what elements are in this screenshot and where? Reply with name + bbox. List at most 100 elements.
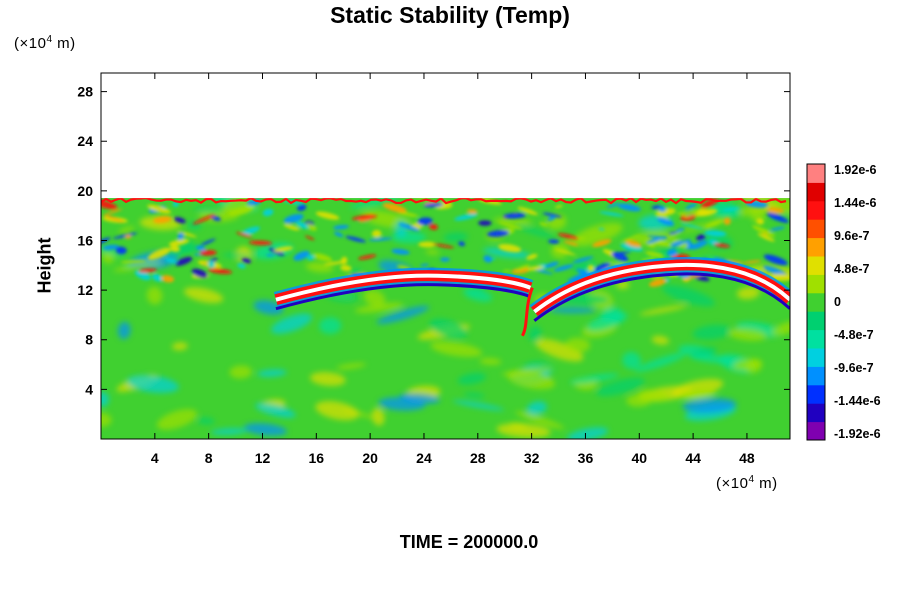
field-eddy <box>417 217 433 226</box>
field-patch <box>771 320 790 336</box>
field-eddy <box>646 237 663 244</box>
field-eddy <box>398 223 420 232</box>
colorbar-frame <box>806 163 826 441</box>
x-tick-label: 36 <box>578 450 594 466</box>
field-eddy <box>382 202 407 213</box>
field-eddy <box>105 208 123 215</box>
field-patch <box>117 321 131 340</box>
chart-title: Static Stability (Temp) <box>330 2 570 28</box>
colorbar-label: 4.8e-7 <box>834 262 869 276</box>
field-patch <box>243 423 288 436</box>
field-eddy <box>112 232 138 239</box>
field-eddy <box>647 243 656 248</box>
field-base <box>101 197 790 439</box>
field-eddy <box>174 216 186 224</box>
field-patch <box>255 402 296 418</box>
field-eddy <box>763 254 788 266</box>
field-patch <box>371 407 385 426</box>
y-tick-label: 8 <box>85 332 93 348</box>
field-eddy <box>466 209 478 214</box>
field-eddy <box>306 254 315 261</box>
field-patch <box>515 411 565 430</box>
field-patch <box>271 313 313 334</box>
field-eddy <box>620 234 642 242</box>
field-eddy <box>645 251 665 259</box>
colorbar-segment <box>807 292 825 312</box>
field-patch <box>315 401 360 421</box>
field-patch <box>457 372 487 385</box>
field-patch <box>376 305 430 324</box>
field-eddy <box>592 239 612 248</box>
colorbar-segment <box>807 366 825 386</box>
field-patch <box>736 286 760 300</box>
field-eddy <box>120 260 147 264</box>
field-eddy <box>304 235 315 241</box>
field-patch <box>163 245 204 256</box>
field-eddy <box>423 203 444 208</box>
field-eddy <box>770 273 790 281</box>
field-eddy <box>323 260 348 266</box>
field-patch <box>569 373 620 384</box>
field-eddy <box>315 211 340 220</box>
x-tick-label: 16 <box>309 450 325 466</box>
field-patch <box>425 249 440 255</box>
field-eddy <box>680 223 704 230</box>
field-patch <box>528 326 542 343</box>
field-patch <box>118 226 135 234</box>
x-tick-label: 12 <box>255 450 271 466</box>
field-patch <box>482 247 531 259</box>
field-patch <box>733 358 762 370</box>
field-eddy <box>161 275 175 283</box>
field-patch <box>526 401 547 415</box>
field-patch <box>496 423 551 438</box>
field-eddy <box>620 243 643 252</box>
inversion-band <box>273 256 790 337</box>
y-axis: 4 8 12 16 20 24 28 <box>77 84 790 397</box>
field-eddy <box>691 240 708 250</box>
field-eddy <box>685 203 697 210</box>
field-eddy <box>511 267 531 274</box>
field-eddy <box>498 221 523 230</box>
field-eddy <box>283 213 304 224</box>
field-eddy <box>241 258 252 264</box>
field-eddy <box>334 231 344 238</box>
field-patch <box>662 285 715 307</box>
field-eddy <box>557 233 579 240</box>
field-patch <box>193 206 222 213</box>
field-eddy <box>134 270 151 281</box>
field-patch <box>257 369 287 377</box>
field-eddy <box>333 224 349 230</box>
x-tick-label: 28 <box>470 450 486 466</box>
field-eddy <box>296 204 307 212</box>
field-eddy <box>486 230 509 237</box>
field-patch <box>156 409 198 430</box>
field-eddy <box>192 214 215 225</box>
field-eddy <box>526 265 544 271</box>
field-patch <box>221 253 253 259</box>
field-eddy <box>652 240 673 247</box>
field-eddy <box>429 224 438 230</box>
colorbar-segment <box>807 348 825 367</box>
field-patch <box>429 318 468 339</box>
field-eddy <box>266 254 275 257</box>
field-eddy <box>440 257 450 262</box>
field-eddy <box>432 243 455 249</box>
field-eddy <box>102 214 124 223</box>
field-eddy <box>722 207 740 212</box>
x-axis-unit: (×104 m) <box>716 474 778 492</box>
time-label: TIME = 200000.0 <box>399 532 539 552</box>
field-eddy <box>351 214 378 221</box>
field-patch <box>452 400 505 411</box>
field-eddy <box>694 208 718 217</box>
field-patch <box>518 225 555 239</box>
field-eddy <box>478 220 492 226</box>
field-eddy <box>169 245 181 252</box>
field-patch <box>571 222 623 247</box>
field-patch <box>501 367 553 376</box>
colorbar-segment <box>807 256 825 275</box>
field-eddy <box>676 211 698 216</box>
x-tick-label: 24 <box>416 450 432 466</box>
field-eddy <box>228 205 254 216</box>
field-eddy <box>766 212 789 223</box>
